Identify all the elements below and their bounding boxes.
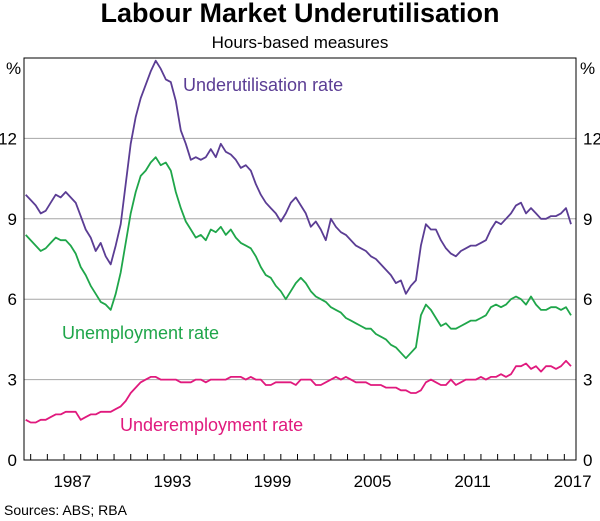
series-label-underutilisation: Underutilisation rate (183, 75, 343, 95)
x-tick-label-2005: 2005 (354, 472, 392, 491)
y-tick-left-12: 12 (0, 129, 17, 148)
y-tick-left-3: 3 (8, 371, 17, 390)
plot-frame (23, 57, 577, 461)
y-tick-left-6: 6 (8, 290, 17, 309)
chart-subtitle: Hours-based measures (212, 33, 389, 52)
x-axis-ticks: 1987 1993 1999 2005 2011 2017 (30, 454, 592, 491)
series-line-underemployment-rate (25, 359, 572, 424)
y-tick-right-6: 6 (583, 290, 592, 309)
x-tick-label-2017: 2017 (554, 472, 592, 491)
y-tick-left-9: 9 (8, 210, 17, 229)
x-tick-label-2011: 2011 (454, 472, 491, 491)
x-tick-label-1999: 1999 (254, 472, 292, 491)
y-tick-right-3: 3 (583, 371, 592, 390)
y-unit-left: % (6, 59, 21, 78)
series-line-underutilisation-rate (25, 59, 572, 295)
y-tick-left-0: 0 (8, 451, 17, 470)
series-label-underemployment: Underemployment rate (120, 415, 303, 435)
series-lines (25, 59, 572, 424)
chart-source: Sources: ABS; RBA (4, 502, 128, 518)
y-tick-right-9: 9 (583, 210, 592, 229)
y-unit-right: % (580, 59, 595, 78)
chart-title: Labour Market Underutilisation (100, 0, 499, 28)
x-tick-label-1987: 1987 (53, 472, 91, 491)
y-axis-ticks: 0 0 3 3 6 6 9 9 12 12 (0, 129, 600, 470)
x-tick-label-1993: 1993 (154, 472, 192, 491)
y-tick-right-12: 12 (583, 129, 600, 148)
y-tick-right-0: 0 (583, 451, 592, 470)
series-line-unemployment-rate (25, 156, 572, 360)
series-label-unemployment: Unemployment rate (62, 323, 219, 343)
